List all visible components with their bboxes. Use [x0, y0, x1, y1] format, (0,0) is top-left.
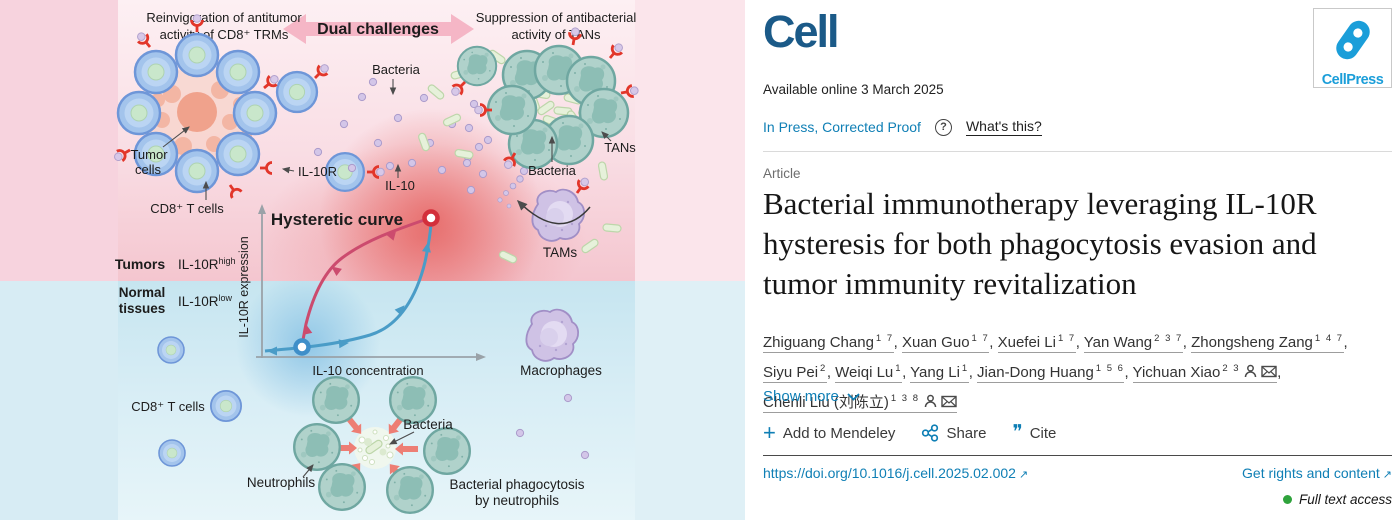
- svg-text:Normal: Normal: [119, 285, 166, 300]
- divider: [763, 151, 1392, 152]
- plus-icon: +: [763, 420, 776, 445]
- svg-text:TANs: TANs: [604, 140, 636, 155]
- external-link-icon: ↗: [1018, 469, 1029, 481]
- cellpress-logo[interactable]: CellPress: [1313, 8, 1392, 88]
- svg-text:CD8⁺ T cells: CD8⁺ T cells: [131, 399, 205, 414]
- phagocytosis-illustration: [293, 376, 471, 514]
- author-link[interactable]: Zhongsheng Zang 1 4 7: [1191, 333, 1344, 353]
- external-link-icon: ↗: [1382, 469, 1392, 481]
- person-icon: [924, 394, 936, 408]
- svg-text:IL-10Rhigh: IL-10Rhigh: [178, 256, 236, 272]
- author-link[interactable]: Yichuan Xiao 2 3: [1132, 363, 1278, 383]
- author-link[interactable]: Yan Wang 2 3 7: [1083, 333, 1183, 353]
- in-press-link[interactable]: In Press, Corrected Proof: [763, 119, 921, 135]
- article-type-label: Article: [763, 166, 801, 181]
- svg-text:Bacteria: Bacteria: [372, 62, 420, 77]
- svg-text:IL-10R expression: IL-10R expression: [237, 236, 251, 337]
- chevron-down-icon: [847, 392, 860, 401]
- add-to-mendeley-button[interactable]: + Add to Mendeley: [763, 420, 896, 445]
- svg-text:cells: cells: [135, 162, 162, 177]
- author-link[interactable]: Jian-Dong Huang 1 5 6: [977, 363, 1125, 383]
- svg-text:tissues: tissues: [119, 301, 166, 316]
- svg-text:Bacteria: Bacteria: [403, 417, 453, 432]
- author-link[interactable]: Weiqi Lu 1: [835, 363, 903, 383]
- get-rights-link[interactable]: Get rights and content ↗: [1242, 465, 1392, 481]
- access-status: Full text access: [1282, 492, 1392, 507]
- divider-dark: [763, 455, 1392, 456]
- envelope-icon: [1261, 365, 1277, 378]
- share-icon: [922, 424, 939, 442]
- quote-icon: ❞: [1012, 422, 1023, 443]
- svg-text:activity of CD8⁺ TRMs: activity of CD8⁺ TRMs: [160, 27, 289, 42]
- authors-line: Zhiguang Chang 1 7, Xuan Guo 1 7, Xuefei L…: [763, 333, 1348, 413]
- show-more-button[interactable]: Show more: [763, 388, 860, 405]
- tams-illustration: [516, 176, 591, 242]
- author-link[interactable]: Yang Li 1: [910, 363, 969, 383]
- svg-text:TAMs: TAMs: [543, 245, 577, 260]
- author-link[interactable]: Siyu Pei 2: [763, 363, 827, 383]
- svg-text:Suppression of antibacterial: Suppression of antibacterial: [476, 10, 637, 25]
- access-dot-icon: [1282, 495, 1292, 504]
- svg-text:Reinvigoration of antitumor: Reinvigoration of antitumor: [146, 10, 302, 25]
- svg-text:IL-10: IL-10: [385, 178, 415, 193]
- svg-text:IL-10 concentration: IL-10 concentration: [312, 363, 423, 378]
- svg-text:Macrophages: Macrophages: [520, 363, 602, 378]
- cite-button[interactable]: ❞ Cite: [1012, 422, 1057, 443]
- article-title: Bacterial immunotherapy leveraging IL-10…: [763, 186, 1317, 301]
- dual-challenges-banner: Dual challenges: [283, 14, 474, 44]
- svg-text:Tumor: Tumor: [130, 147, 168, 162]
- macrophage-illustration: [525, 308, 580, 362]
- svg-text:Dual challenges: Dual challenges: [317, 21, 439, 38]
- author-link[interactable]: Zhiguang Chang 1 7: [763, 333, 894, 353]
- svg-text:Tumors: Tumors: [115, 256, 166, 272]
- whats-this-link[interactable]: What's this?: [965, 118, 1042, 136]
- share-button[interactable]: Share: [921, 424, 986, 442]
- doi-link[interactable]: https://doi.org/10.1016/j.cell.2025.02.0…: [763, 465, 1029, 481]
- svg-text:IL-10Rlow: IL-10Rlow: [178, 293, 233, 309]
- envelope-icon: [940, 395, 957, 408]
- question-icon[interactable]: ?: [934, 118, 952, 136]
- svg-text:Neutrophils: Neutrophils: [247, 475, 316, 490]
- cell-journal-logo[interactable]: Cell: [763, 6, 840, 57]
- author-link[interactable]: Xuan Guo 1 7: [901, 333, 990, 353]
- svg-text:IL-10R: IL-10R: [298, 164, 337, 179]
- left-caption: Reinvigoration of antitumor activity of …: [146, 10, 302, 42]
- graphical-abstract[interactable]: Dual challenges Reinvigoration of antitu…: [0, 0, 745, 520]
- hysteresis-plot: IL-10R expression IL-10 concentration Hy…: [237, 204, 486, 378]
- svg-text:Bacteria: Bacteria: [528, 163, 576, 178]
- article-panel: Cell CellPress Available online 3 March …: [745, 0, 1400, 520]
- author-link[interactable]: Xuefei Li 1 7: [997, 333, 1076, 353]
- available-online-date: Available online 3 March 2025: [763, 82, 944, 97]
- author-link[interactable]: Chenli Liu (刘陈立) 1 3 8: [763, 393, 957, 413]
- cellpress-label: CellPress: [1321, 72, 1384, 88]
- svg-text:Bacterial phagocytosis: Bacterial phagocytosis: [449, 477, 584, 492]
- svg-text:activity of TANs: activity of TANs: [511, 27, 601, 42]
- region-labels: Tumors IL-10Rhigh Normal tissues IL-10Rl…: [115, 256, 236, 316]
- cellpress-icon: [1335, 20, 1370, 60]
- svg-text:by neutrophils: by neutrophils: [475, 493, 559, 508]
- svg-text:Hysteretic curve: Hysteretic curve: [271, 210, 403, 229]
- person-icon: [1244, 364, 1257, 378]
- svg-text:CD8⁺ T cells: CD8⁺ T cells: [150, 201, 224, 216]
- callout-labels: Tumor cells CD8⁺ T cells IL-10R IL-10 Ba…: [130, 62, 636, 508]
